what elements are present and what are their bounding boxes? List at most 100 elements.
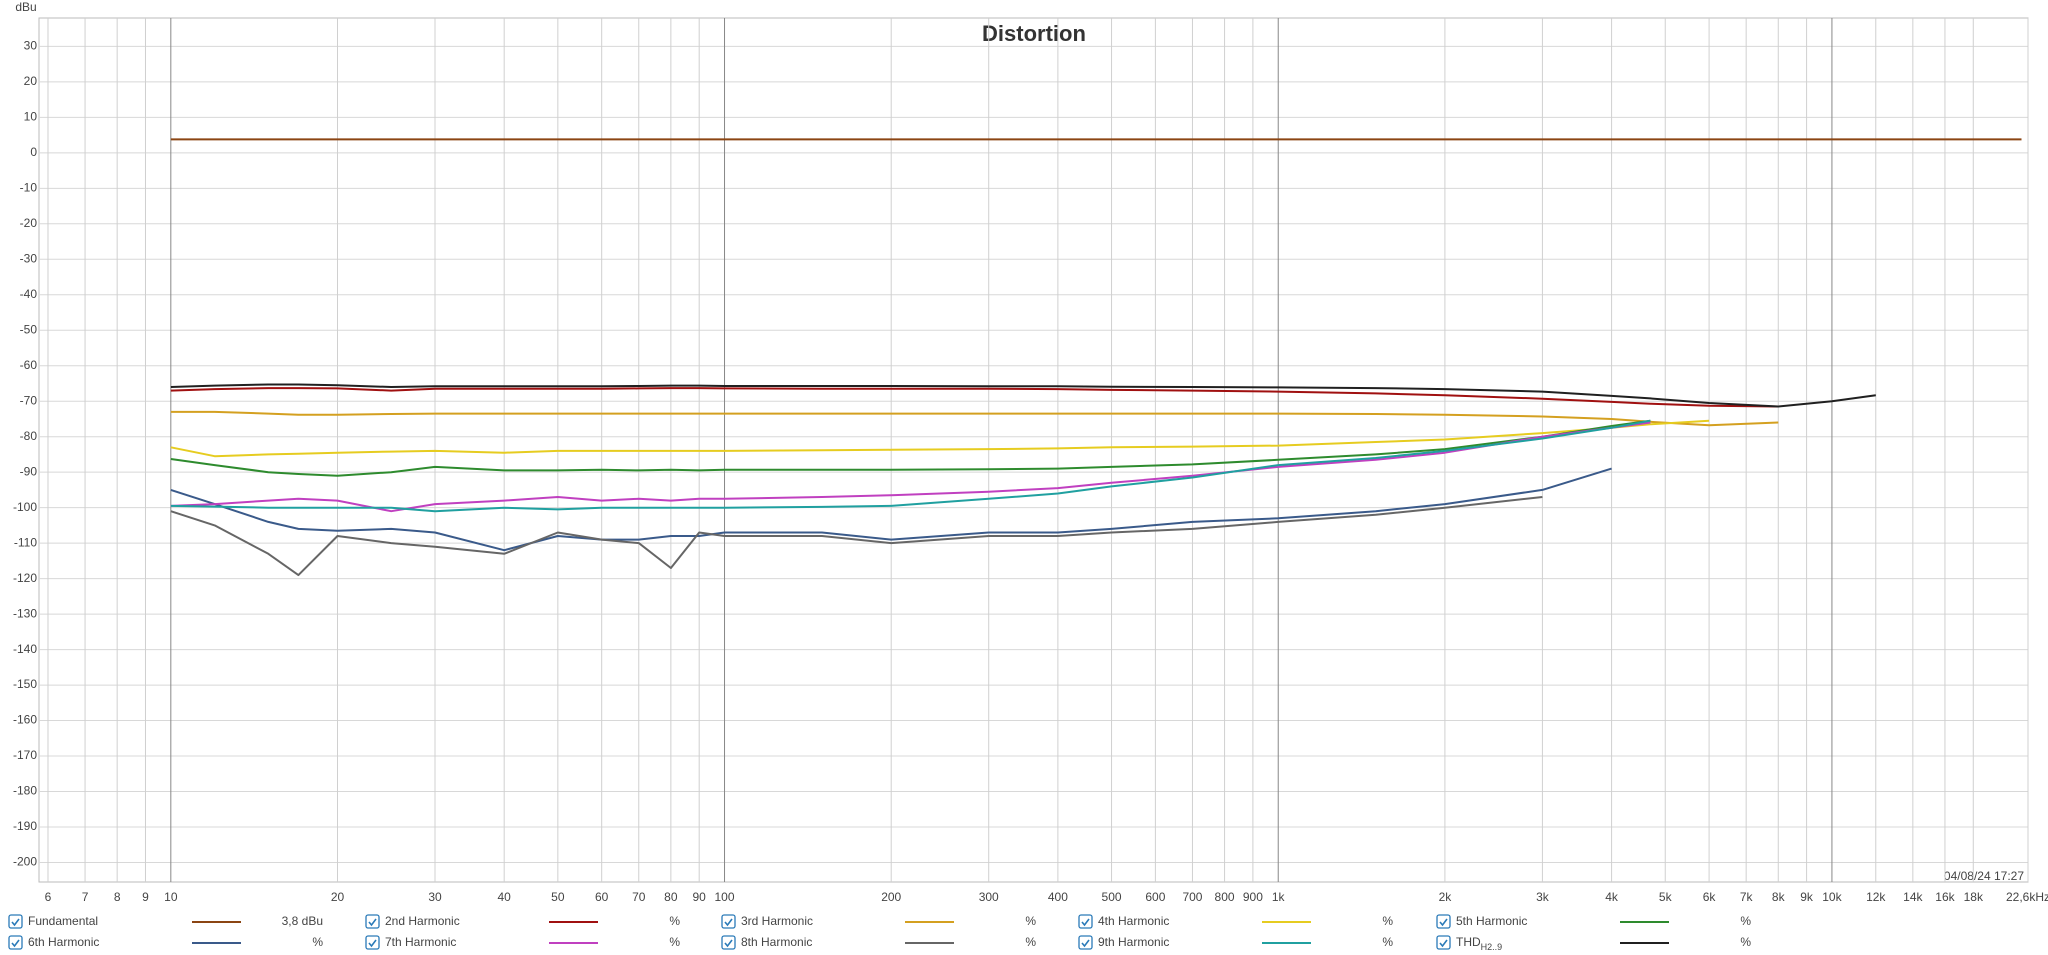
legend-checkbox[interactable] bbox=[8, 935, 23, 950]
y-tick-label: 30 bbox=[24, 39, 38, 53]
x-tick-label: 200 bbox=[881, 890, 901, 904]
y-tick-label: -120 bbox=[13, 571, 37, 585]
x-tick-label: 6k bbox=[1703, 890, 1717, 904]
x-tick-label: 14k bbox=[1903, 890, 1923, 904]
x-tick-label: 400 bbox=[1048, 890, 1068, 904]
x-tick-label: 10k bbox=[1822, 890, 1842, 904]
legend-readout: % bbox=[1382, 914, 1393, 928]
legend-checkbox[interactable] bbox=[1078, 935, 1093, 950]
legend-readout: % bbox=[1025, 914, 1036, 928]
y-tick-label: -150 bbox=[13, 677, 37, 691]
y-tick-label: -70 bbox=[20, 393, 38, 407]
legend-label: 7th Harmonic bbox=[385, 935, 456, 949]
legend-readout: % bbox=[1740, 935, 1751, 949]
legend-checkbox[interactable] bbox=[8, 914, 23, 929]
legend-checkbox[interactable] bbox=[365, 935, 380, 950]
checkmark bbox=[724, 939, 733, 948]
checkmark bbox=[11, 939, 20, 948]
legend-checkbox[interactable] bbox=[1078, 914, 1093, 929]
checkmark bbox=[368, 918, 377, 927]
y-tick-label: -110 bbox=[14, 535, 37, 549]
checkmark bbox=[11, 918, 20, 927]
legend-readout: % bbox=[669, 914, 680, 928]
checkmark bbox=[1081, 918, 1090, 927]
y-tick-label: -30 bbox=[20, 251, 38, 265]
y-tick-label: -100 bbox=[13, 500, 37, 514]
legend-label: THDH2..9 bbox=[1456, 935, 1502, 952]
y-tick-label: -50 bbox=[20, 322, 38, 336]
legend-label: 3rd Harmonic bbox=[741, 914, 813, 928]
legend-label: 4th Harmonic bbox=[1098, 914, 1169, 928]
legend-checkbox[interactable] bbox=[721, 935, 736, 950]
series-line bbox=[170, 467, 1612, 552]
x-tick-label: 2k bbox=[1439, 890, 1453, 904]
legend-readout: % bbox=[1382, 935, 1393, 949]
x-tick-label: 22,6kHz bbox=[2006, 890, 2048, 904]
legend-item: 7th Harmonic% bbox=[365, 935, 680, 950]
legend-checkbox[interactable] bbox=[1436, 935, 1451, 950]
timestamp: 04/08/24 17:27 bbox=[1944, 869, 2024, 883]
y-tick-label: 10 bbox=[24, 110, 38, 124]
x-tick-label: 12k bbox=[1866, 890, 1886, 904]
x-tick-label: 18k bbox=[1964, 890, 1984, 904]
x-tick-label: 5k bbox=[1659, 890, 1673, 904]
series-line bbox=[170, 387, 1779, 408]
x-tick-label: 3k bbox=[1536, 890, 1550, 904]
y-tick-label: -60 bbox=[20, 358, 38, 372]
x-tick-label: 16k bbox=[1935, 890, 1955, 904]
x-tick-label: 70 bbox=[632, 890, 646, 904]
legend-readout: % bbox=[312, 935, 323, 949]
legend-label: 6th Harmonic bbox=[28, 935, 99, 949]
legend-checkbox[interactable] bbox=[1436, 914, 1451, 929]
legend-readout: % bbox=[1740, 914, 1751, 928]
x-tick-label: 900 bbox=[1243, 890, 1263, 904]
legend-subscript: H2..9 bbox=[1481, 942, 1503, 952]
y-tick-label: -200 bbox=[13, 855, 37, 869]
plot-area bbox=[38, 17, 2029, 883]
series-line bbox=[170, 383, 1876, 408]
x-tick-label: 20 bbox=[331, 890, 345, 904]
x-tick-label: 500 bbox=[1102, 890, 1122, 904]
x-tick-label: 7k bbox=[1740, 890, 1754, 904]
x-tick-label: 60 bbox=[595, 890, 609, 904]
legend-item: THDH2..9% bbox=[1436, 935, 1751, 952]
legend-label: Fundamental bbox=[28, 914, 98, 928]
legend-readout: % bbox=[1025, 935, 1036, 949]
x-tick-label: 100 bbox=[715, 890, 735, 904]
series-line bbox=[170, 419, 1651, 477]
x-tick-label: 30 bbox=[428, 890, 442, 904]
y-tick-label: -130 bbox=[13, 606, 37, 620]
x-tick-label: 10 bbox=[164, 890, 178, 904]
checkmark bbox=[368, 939, 377, 948]
legend-item: 9th Harmonic% bbox=[1078, 935, 1393, 950]
x-tick-label: 80 bbox=[664, 890, 678, 904]
legend-item: 3rd Harmonic% bbox=[721, 914, 1036, 929]
legend-label: 8th Harmonic bbox=[741, 935, 812, 949]
legend-readout: 3,8 dBu bbox=[282, 914, 323, 928]
y-axis-label: dBu bbox=[15, 0, 36, 14]
series-line bbox=[170, 496, 1543, 577]
legend-item: 2nd Harmonic% bbox=[365, 914, 680, 929]
y-tick-label: 20 bbox=[24, 74, 38, 88]
x-tick-label: 9k bbox=[1800, 890, 1814, 904]
legend-checkbox[interactable] bbox=[365, 914, 380, 929]
checkmark bbox=[1081, 939, 1090, 948]
checkmark bbox=[1439, 939, 1448, 948]
series-line bbox=[170, 419, 1710, 458]
legend-checkbox[interactable] bbox=[721, 914, 736, 929]
x-tick-label: 8k bbox=[1772, 890, 1786, 904]
x-tick-label: 9 bbox=[142, 890, 149, 904]
x-tick-label: 8 bbox=[114, 890, 121, 904]
checkmark bbox=[1439, 918, 1448, 927]
series-line bbox=[170, 421, 1651, 513]
checkmark bbox=[724, 918, 733, 927]
y-tick-label: -190 bbox=[13, 819, 37, 833]
x-tick-label: 4k bbox=[1605, 890, 1619, 904]
y-tick-label: -20 bbox=[20, 216, 38, 230]
y-tick-label: -160 bbox=[13, 713, 37, 727]
legend-label: 9th Harmonic bbox=[1098, 935, 1169, 949]
y-tick-label: -170 bbox=[13, 748, 37, 762]
legend-item: Fundamental 3,8 dBu bbox=[8, 914, 323, 929]
y-tick-label: -180 bbox=[13, 784, 37, 798]
